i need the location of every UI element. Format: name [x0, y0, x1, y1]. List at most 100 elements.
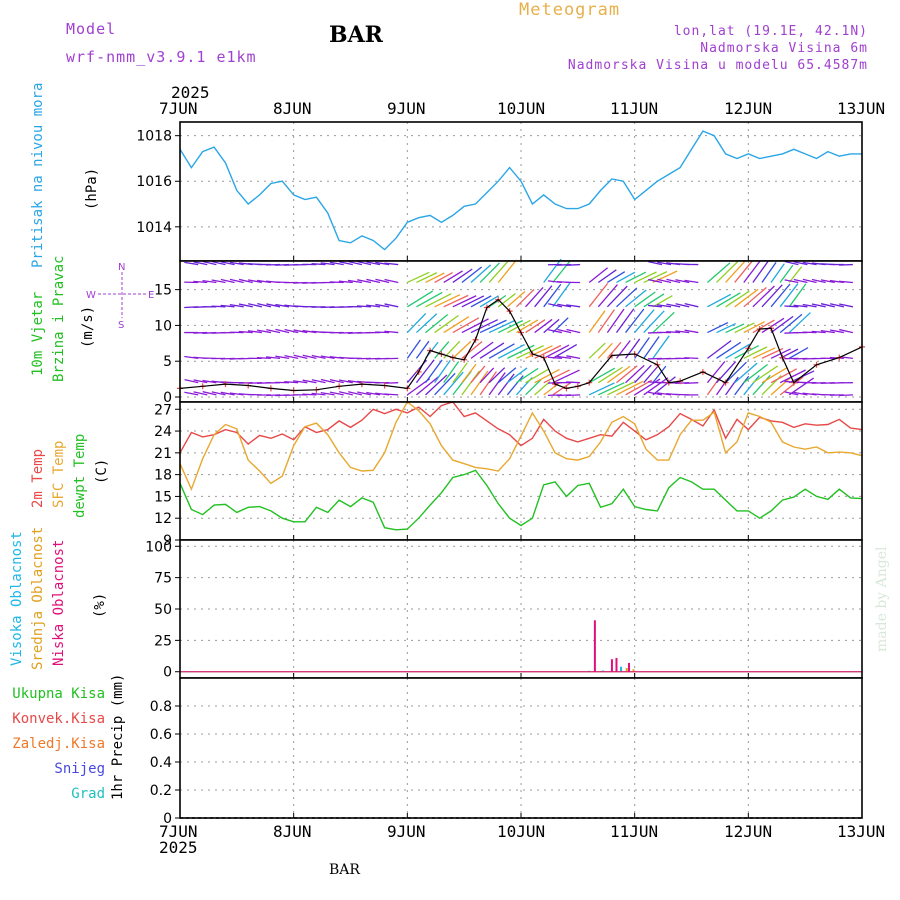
wind-vector	[706, 262, 731, 283]
wind-vector	[779, 283, 799, 308]
wind-vector	[707, 340, 732, 359]
date-top-2: 9JUN	[387, 99, 426, 118]
wind-vector	[543, 369, 571, 384]
wind-vector	[357, 279, 372, 284]
wind-vector	[652, 335, 670, 359]
wind-vector	[311, 354, 326, 359]
wind-vector	[770, 263, 785, 283]
wind-vector	[543, 344, 570, 359]
wind-vector	[734, 375, 750, 396]
wind-vector	[684, 303, 699, 308]
wind-vector	[588, 367, 616, 384]
wind-vector	[266, 328, 281, 334]
panel-bg	[180, 540, 862, 678]
wind-vector	[293, 329, 308, 334]
legend-hail: Grad	[71, 786, 105, 802]
wind-vector	[434, 372, 456, 396]
wind-vector	[706, 376, 721, 396]
y-tick-label: 75	[154, 571, 172, 587]
wind-vector	[238, 303, 253, 308]
wind-compass-icon: N S E W	[86, 262, 154, 330]
wind-vector	[220, 304, 235, 308]
wind-vector	[588, 310, 606, 333]
wind-vector	[375, 261, 390, 266]
wind-vector	[497, 344, 525, 359]
panel-1: 0 5 10 15	[154, 258, 865, 406]
panel-2: 9 12 15 18 21 24 27	[154, 400, 863, 549]
y-tick-label: 9	[163, 533, 172, 549]
wind-vector	[515, 288, 535, 308]
wind-vector	[606, 285, 628, 308]
wind-vector	[202, 391, 217, 396]
compass-w: W	[86, 290, 96, 301]
wind-vector	[557, 303, 572, 308]
wind-vector	[716, 292, 741, 308]
wind-vector	[734, 362, 758, 384]
wind-vector	[548, 303, 563, 308]
wind-vector	[752, 374, 771, 396]
wind-vector	[648, 278, 663, 284]
wind-vector	[275, 355, 290, 359]
wind-vector	[652, 365, 667, 384]
wind-vector	[525, 378, 542, 396]
wind-vector	[506, 367, 528, 384]
wind-vector	[770, 368, 798, 384]
y-tick-label: 15	[154, 489, 172, 505]
wind-vector	[384, 303, 399, 308]
wind-vector	[652, 295, 673, 308]
wind-vector	[366, 304, 381, 308]
wind-vector	[566, 381, 581, 384]
wind-vector	[348, 391, 363, 396]
wind-vector	[829, 329, 844, 334]
panel-bg	[180, 402, 862, 540]
wind-vector	[406, 290, 434, 308]
legend-snow: Snijeg	[54, 761, 105, 777]
wind-vector	[229, 261, 244, 266]
wind-vector	[788, 266, 803, 283]
wind-vector	[839, 328, 854, 334]
wind-vector	[838, 394, 853, 397]
wind-vector	[347, 279, 362, 284]
wind-vector	[634, 364, 652, 384]
wind-vector	[607, 381, 635, 396]
wind-vector	[275, 328, 290, 334]
wind-vector	[597, 284, 618, 308]
wind-vector	[607, 271, 626, 284]
wind-vector	[293, 380, 308, 384]
wind-vector	[543, 258, 562, 283]
wind-vector	[625, 379, 653, 396]
wind-vector	[616, 287, 638, 308]
wind-vector	[743, 346, 768, 359]
y-tick-label: 50	[154, 602, 172, 618]
wind-vector	[657, 261, 672, 266]
wind-vector	[416, 272, 438, 284]
wind-vector	[734, 288, 759, 308]
wind-vector	[425, 374, 448, 396]
wind-vector	[320, 392, 335, 396]
y-tick-label: 10	[154, 318, 172, 334]
wind-vector	[284, 328, 299, 334]
altitude-label: Nadmorska Visina 6m	[700, 41, 868, 56]
wind-vector	[543, 318, 560, 334]
wind-vector	[666, 303, 681, 308]
wind-vector	[257, 303, 272, 308]
date-top-5: 12JUN	[724, 99, 773, 118]
wind-vector	[734, 345, 760, 359]
wind-vector	[184, 391, 199, 396]
wind-vector	[320, 378, 335, 384]
wind-vector	[202, 260, 217, 266]
date-top-1: 8JUN	[273, 99, 312, 118]
wind-vector	[761, 284, 783, 308]
wind-vector	[366, 278, 381, 284]
y-tick-label: 1014	[136, 220, 172, 236]
wind-vector	[779, 264, 794, 283]
wind-vector	[479, 295, 499, 308]
series-line-pritisak-na-nivou-mora	[179, 130, 862, 251]
wind-vector	[634, 378, 661, 396]
wind-vector	[648, 261, 663, 266]
wind-vector	[675, 279, 690, 284]
wind-vector	[193, 391, 208, 396]
wind-vector	[248, 303, 262, 308]
wind-vector	[229, 278, 244, 284]
